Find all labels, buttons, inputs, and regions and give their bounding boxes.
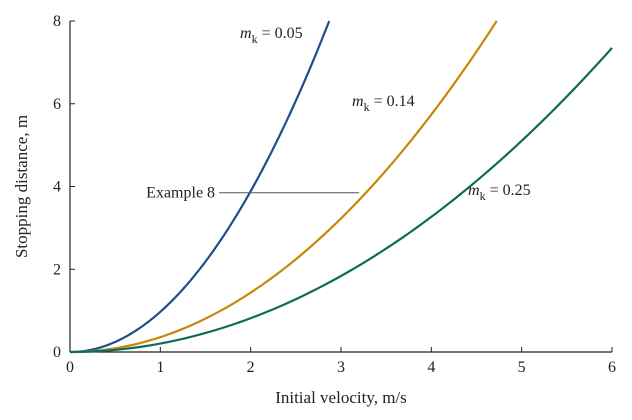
x-axis-title: Initial velocity, m/s [275, 388, 407, 407]
y-tick-label: 6 [53, 96, 61, 113]
series-label-1: mk = 0.05 [240, 25, 303, 46]
x-tick-label: 5 [518, 359, 526, 376]
series-labels: mk = 0.05 mk = 0.14 mk = 0.25 [240, 25, 531, 203]
series-line-1 [69, 20, 331, 354]
y-tick-label: 2 [53, 261, 61, 278]
x-tick-label: 2 [247, 359, 255, 376]
y-tick-label: 4 [53, 179, 61, 196]
series-lines [69, 20, 613, 354]
x-tick-label: 1 [156, 359, 164, 376]
x-tick-label: 3 [337, 359, 345, 376]
series-line-2 [69, 20, 498, 354]
y-tick-label: 8 [53, 13, 61, 30]
ticks: 0 1 2 3 4 5 6 0 2 4 6 8 [53, 13, 616, 376]
y-tick-label: 0 [53, 344, 61, 361]
y-axis-title: Stopping distance, m [12, 115, 31, 258]
series-label-2: mk = 0.14 [352, 93, 415, 114]
series-line-3 [69, 47, 613, 354]
series-label-3: mk = 0.25 [468, 182, 531, 203]
annotations: Example 8 [146, 185, 360, 202]
annotation-label: Example 8 [146, 185, 215, 202]
x-tick-label: 6 [608, 359, 616, 376]
x-tick-label: 0 [66, 359, 74, 376]
x-tick-label: 4 [427, 359, 435, 376]
